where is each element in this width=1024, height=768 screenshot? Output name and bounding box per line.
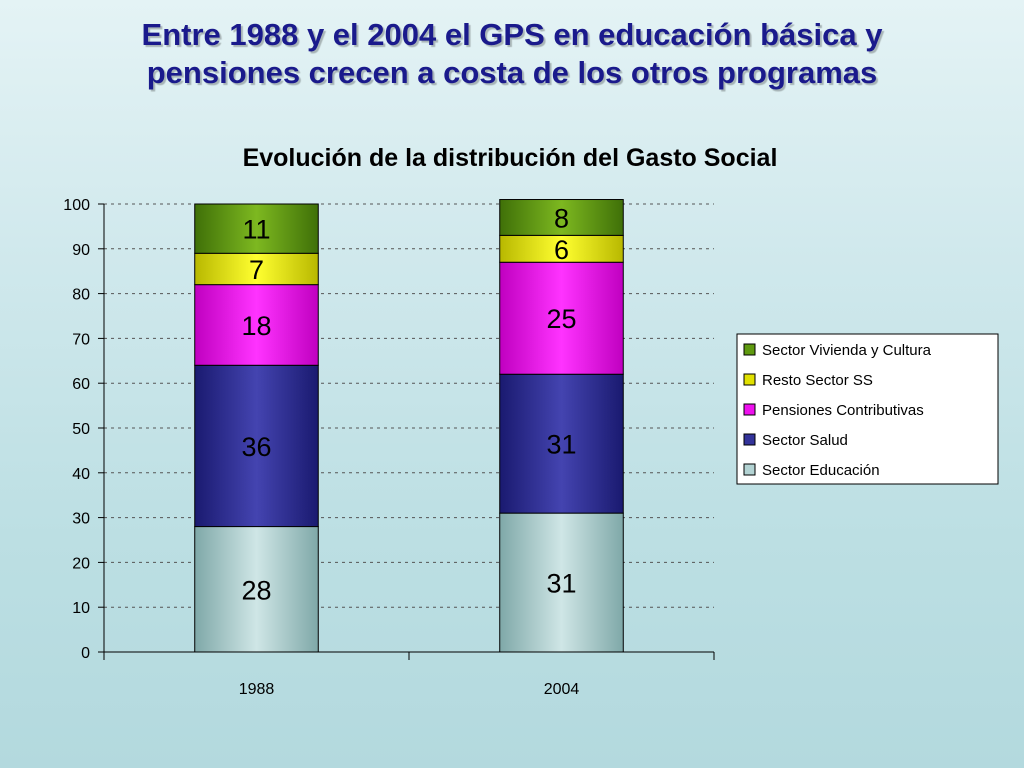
- legend-swatch: [743, 373, 756, 386]
- y-tick-label: 80: [72, 287, 90, 304]
- y-tick-label: 60: [72, 376, 90, 393]
- y-tick-label: 10: [72, 600, 90, 617]
- legend-swatch: [743, 463, 756, 476]
- bar-segment: [194, 526, 319, 653]
- slide-title-line-1: Entre 1988 y el 2004 el GPS en educación…: [141, 17, 883, 52]
- legend-box: [736, 333, 999, 485]
- legend-swatch: [743, 403, 756, 416]
- y-tick-label: 30: [72, 511, 90, 528]
- bar-data-label: 36: [241, 432, 271, 462]
- chart-title: Evolución de la distribución del Gasto S…: [243, 144, 778, 172]
- y-tick-label: 40: [72, 466, 90, 483]
- bars: [194, 199, 624, 653]
- bar-data-label: 18: [241, 311, 271, 341]
- bar-segment: [194, 203, 319, 254]
- legend-label: Pensiones Contributivas: [762, 402, 924, 419]
- y-tick-label: 90: [72, 242, 90, 259]
- bar-data-label: 6: [554, 235, 569, 265]
- bar-segment: [194, 284, 319, 366]
- bar-data-label: 28: [241, 575, 271, 605]
- y-tick-label: 0: [81, 645, 90, 662]
- y-tick-label: 70: [72, 331, 90, 348]
- bar-data-label: 7: [249, 255, 264, 285]
- bar-segment: [499, 199, 624, 236]
- bar-segment: [499, 373, 624, 514]
- x-tick-label: 1988: [239, 681, 275, 698]
- bar-segment: [499, 234, 624, 263]
- x-tick-label: 2004: [544, 681, 580, 698]
- legend: Sector Vivienda y Cultura Resto Sector SS…: [736, 333, 999, 485]
- legend-label: Sector Vivienda y Cultura: [762, 342, 932, 359]
- bar-data-label: 8: [554, 203, 569, 233]
- legend-label: Sector Salud: [762, 432, 848, 449]
- slide-title-line-2: pensiones crecen a costa de los otros pr…: [146, 55, 878, 90]
- bar-segment: [194, 252, 319, 286]
- bar-data-label: 11: [242, 215, 270, 245]
- bar-data-label: 25: [546, 304, 576, 334]
- bar-data-label: 31: [546, 569, 576, 599]
- bar-data-label: 31: [546, 430, 576, 460]
- y-tick-label: 50: [72, 421, 90, 438]
- bar-segment: [499, 261, 624, 375]
- legend-swatch: [743, 433, 756, 446]
- y-tick-label: 100: [63, 197, 90, 214]
- legend-label: Sector Educación: [762, 462, 880, 479]
- slide-title: Entre 1988 y el 2004 el GPS en educación…: [0, 16, 1024, 92]
- legend-label: Resto Sector SS: [762, 372, 873, 389]
- data-labels: 28 36 18 7 11 31 31 25 68: [241, 203, 576, 605]
- y-tick-label: 20: [72, 555, 90, 572]
- bar-segment: [499, 512, 624, 653]
- legend-swatch: [743, 343, 756, 356]
- axes: 0 10 20 30 40 50 60 70 80 90 100 1988 2004: [63, 197, 715, 698]
